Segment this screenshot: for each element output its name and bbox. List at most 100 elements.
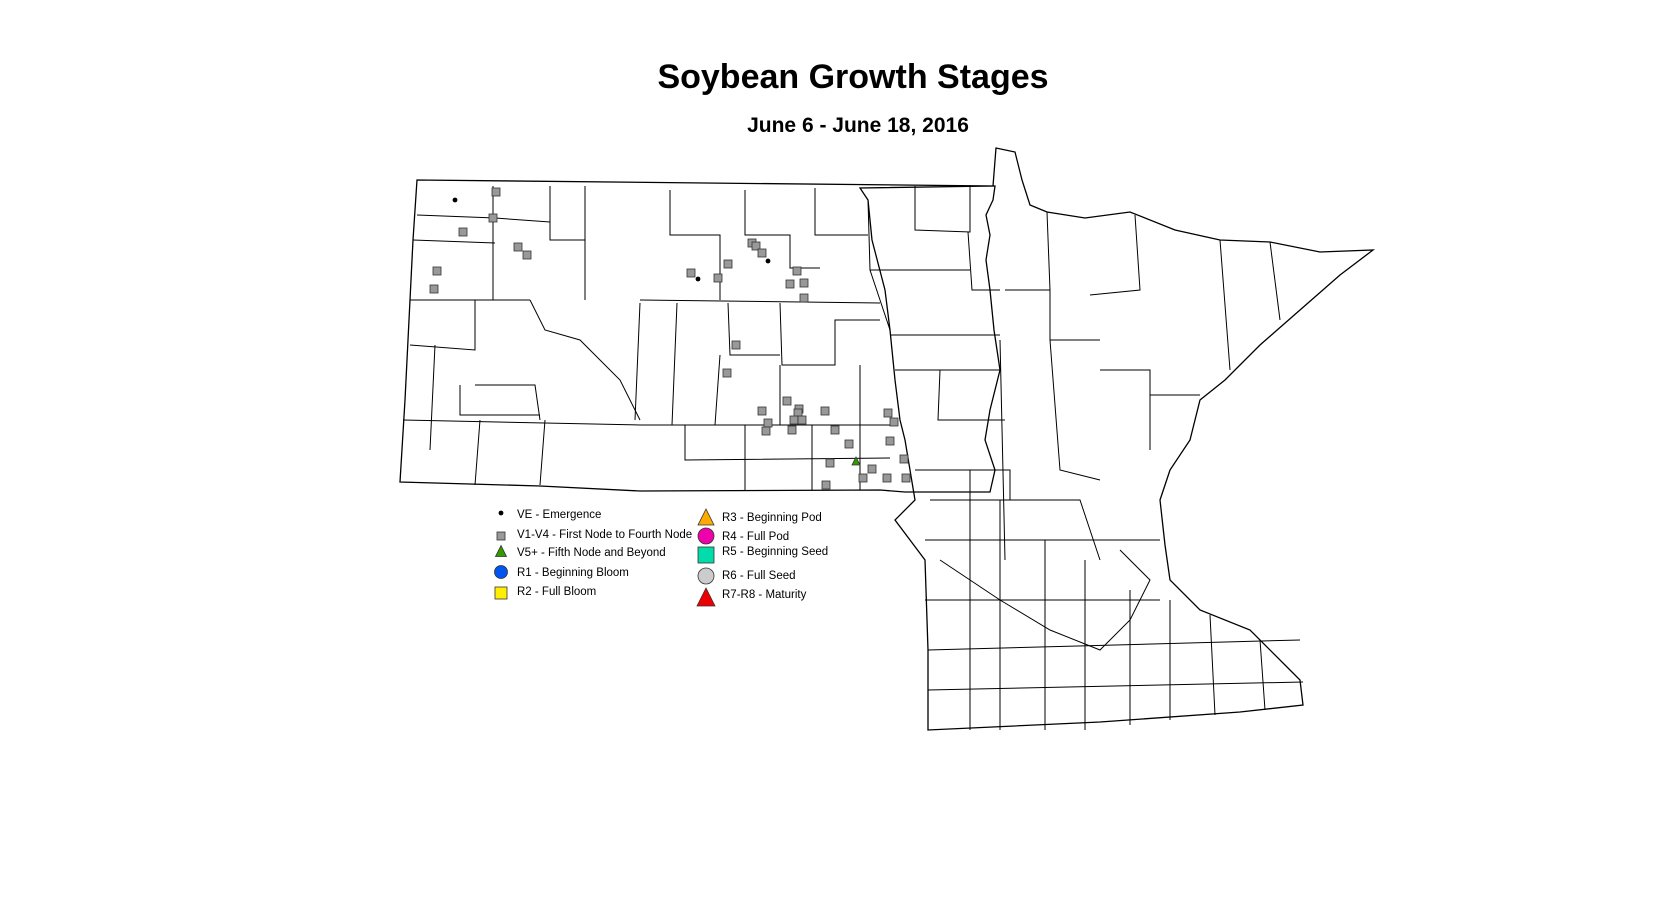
legend-symbol-r5 [697,546,715,564]
county-boundary [529,299,641,421]
observation-marker-v1v4 [889,417,899,427]
observation-marker-v1v4 [799,293,809,303]
county-boundary [1005,289,1100,341]
legend-symbols [494,508,716,607]
minnesota-outline [858,147,1376,731]
observation-marker-v1v4 [432,266,442,276]
legend-symbol-v1v4 [496,531,506,541]
observation-marker-v1v4 [723,259,733,269]
legend-item-r5: R5 - Beginning Seed [722,546,829,558]
county-boundary [937,369,1005,421]
observation-marker-v1v4 [858,473,868,483]
legend-item-r7-r8: R7-R8 - Maturity [722,589,807,601]
legend-symbol-r4 [697,527,715,545]
state-outlines [399,147,1376,731]
observation-marker-v1v4 [882,473,892,483]
county-boundary [1209,614,1216,716]
legend-symbol-r2 [494,586,508,600]
observation-marker-v1v4 [761,426,771,436]
legend-symbol-r6 [697,567,715,585]
county-boundary [779,302,880,366]
county-boundary [409,300,476,351]
observation-marker-v1v4 [757,248,767,258]
county-boundary [744,190,820,269]
county-boundary [914,186,971,233]
map-title: Soybean Growth Stages [657,58,1049,96]
legend-symbol-r1 [494,565,508,579]
county-boundary [549,186,586,300]
county-boundary [814,188,868,236]
county-boundary [1089,214,1141,296]
observation-marker-v1v4 [686,268,696,278]
county-boundary [1046,211,1051,291]
observation-marker-v1v4 [488,213,498,223]
observation-marker-v1v4 [844,439,854,449]
legend-symbol-v5 [494,544,508,557]
observation-marker-v1v4 [867,464,877,474]
observation-marker-v1v4 [799,278,809,288]
observation-marker-v1v4 [899,454,909,464]
county-boundary [714,354,721,426]
legend-item-r6: R6 - Full Seed [722,570,796,582]
county-boundary [671,302,678,426]
legend-item-r3: R3 - Beginning Pod [722,512,822,524]
county-boundary [669,190,721,300]
observation-marker-ve [765,258,771,264]
county-boundary [939,549,1151,651]
county-boundary [967,231,1000,291]
legend-item-v5: V5+ - Fifth Node and Beyond [517,547,666,559]
legend-symbol-ve [498,510,504,516]
map-subtitle: June 6 - June 18, 2016 [747,114,969,137]
observation-marker-v1v4 [713,273,723,283]
legend-item-ve: VE - Emergence [517,509,602,521]
observation-marker-v1v4 [491,187,501,197]
observation-marker-v1v4 [763,418,773,428]
legend-item-v1-v4: V1-V4 - First Node to Fourth Node [517,529,693,541]
county-boundary [1049,339,1101,481]
county-boundary [999,339,1006,561]
observation-marker-ve [695,276,701,282]
county-boundary [867,199,891,331]
north-dakota-outline [399,179,1001,493]
observation-marker-v1v4 [885,436,895,446]
observation-marker-v1v4 [458,227,468,237]
observation-marker-v1v4 [820,406,830,416]
county-boundary [474,419,481,486]
county-boundary [1269,241,1281,321]
county-boundary [1100,369,1151,450]
observation-marker-v1v4 [792,266,802,276]
observation-marker-v1v4 [821,480,831,490]
observation-marker-v1v4 [787,425,797,435]
county-boundary [412,239,496,244]
observation-marker-v1v4 [785,279,795,289]
county-boundary [459,385,540,416]
legend-symbol-r7r8 [696,587,716,607]
observation-marker-v1v4 [789,415,799,425]
observation-marker-ve [452,197,458,203]
observation-marker-v5 [851,456,861,466]
observation-marker-v1v4 [731,340,741,350]
county-boundary [634,302,641,421]
observation-marker-v1v4 [825,458,835,468]
legend-item-r4: R4 - Full Pod [722,531,790,543]
county-boundary [429,344,436,451]
observation-marker-v1v4 [883,408,893,418]
county-boundary [927,681,1304,691]
county-boundary [927,639,1301,651]
county-boundary [539,419,546,486]
county-boundary [684,425,891,461]
observation-marker-v1v4 [797,415,807,425]
county-boundary [727,302,780,356]
observation-marker-v1v4 [757,406,767,416]
legend-item-r1: R1 - Beginning Bloom [517,567,629,579]
county-boundary [475,384,541,421]
observation-marker-v1v4 [751,241,761,251]
observation-marker-v1v4 [513,242,523,252]
observation-marker-v1v4 [830,425,840,435]
observation-marker-v1v4 [901,473,911,483]
county-boundary [1259,639,1266,711]
county-boundary [402,419,890,426]
observation-marker-v1v4 [429,284,439,294]
legend-symbol-r3 [697,508,715,526]
county-boundary [1219,239,1231,371]
